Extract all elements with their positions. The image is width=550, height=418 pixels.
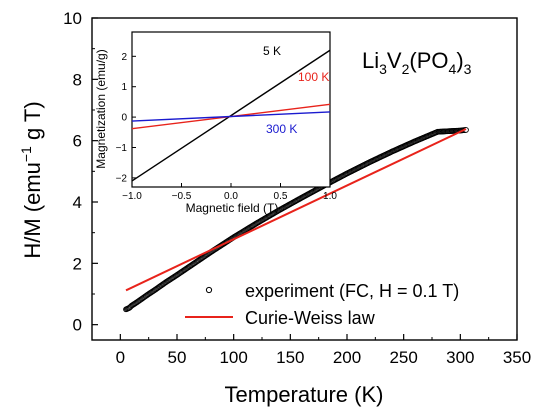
inset-x-axis-title: Magnetic field (T) <box>186 201 279 215</box>
y-axis-title-prefix: H/M (emu <box>20 162 45 259</box>
inset-plot-frame <box>131 31 331 188</box>
inset-y-tick-label: 1 <box>121 82 127 93</box>
main-y-tick-label: 6 <box>73 132 82 151</box>
inset-x-tick-label: 0.0 <box>224 191 238 202</box>
inset-x-axis: −1.0 −0.5 0.0 0.5 1.0 <box>122 183 337 202</box>
main-x-tick-label: 150 <box>276 348 304 367</box>
compound-formula: Li3V2(PO4)3 <box>362 48 472 77</box>
formula-part: V <box>387 48 402 73</box>
formula-part: ) <box>456 48 463 73</box>
inset-x-tick-label: −1.0 <box>122 191 142 202</box>
main-x-tick-label: 50 <box>168 348 187 367</box>
main-x-tick-label: 350 <box>503 348 531 367</box>
main-x-tick-label: 300 <box>446 348 474 367</box>
legend-marker-experiment <box>205 286 213 294</box>
main-y-tick-label: 0 <box>73 316 82 335</box>
inset-y-tick-label: −1 <box>116 143 128 154</box>
inset-y-axis-title: Magnetization (emu/g) <box>94 49 108 168</box>
y-axis-title-superscript: −1 <box>18 146 34 162</box>
inset-series-label-5k: 5 K <box>263 44 281 58</box>
formula-subscript: 3 <box>464 61 472 77</box>
inset-x-tick-label: 0.5 <box>274 191 288 202</box>
formula-subscript: 3 <box>379 61 387 77</box>
legend-label-curie-weiss: Curie-Weiss law <box>245 308 376 328</box>
main-x-tick-label: 250 <box>389 348 417 367</box>
main-y-tick-label: 8 <box>73 70 82 89</box>
inset-series-label-100k: 100 K <box>298 70 329 84</box>
main-y-tick-label: 10 <box>63 9 82 28</box>
inset-y-tick-label: −2 <box>116 173 128 184</box>
inset-series-line <box>131 111 331 122</box>
inset-series-line <box>131 49 331 182</box>
inset-series-layer <box>131 49 331 182</box>
formula-subscript: 4 <box>449 61 457 77</box>
main-x-axis-title: Temperature (K) <box>225 382 384 407</box>
formula-part: Li <box>362 48 379 73</box>
main-y-axis: 0 2 4 6 8 10 <box>63 9 98 335</box>
curie-weiss-line <box>125 128 467 292</box>
main-x-tick-label: 0 <box>116 348 125 367</box>
main-plot-frame <box>91 17 518 341</box>
main-series-layer <box>123 127 469 313</box>
main-y-tick-label: 4 <box>73 193 82 212</box>
formula-part: (PO <box>409 48 448 73</box>
legend-label-experiment: experiment (FC, H = 0.1 T) <box>245 281 459 301</box>
y-axis-title-suffix: g T) <box>20 101 45 146</box>
inset-y-axis: −2 −1 0 1 2 <box>116 52 136 184</box>
formula-subscript: 2 <box>402 61 410 77</box>
main-y-axis-title: H/M (emu−1 g T) <box>18 101 45 258</box>
legend: experiment (FC, H = 0.1 T) Curie-Weiss l… <box>185 281 459 328</box>
inset-x-tick-label: −0.5 <box>172 191 192 202</box>
inset-x-tick-label: 1.0 <box>323 191 337 202</box>
main-y-tick-label: 2 <box>73 254 82 273</box>
main-x-axis: 0 50 100 150 200 250 300 350 <box>116 334 531 367</box>
inset-y-tick-label: 0 <box>121 113 127 124</box>
main-x-tick-label: 100 <box>219 348 247 367</box>
main-x-tick-label: 200 <box>333 348 361 367</box>
inset-series-label-300k: 300 K <box>266 122 297 136</box>
inset-plot: −1.0 −0.5 0.0 0.5 1.0 −2 −1 0 1 2 Magnetic field… <box>94 31 337 215</box>
inset-y-tick-label: 2 <box>121 52 127 63</box>
